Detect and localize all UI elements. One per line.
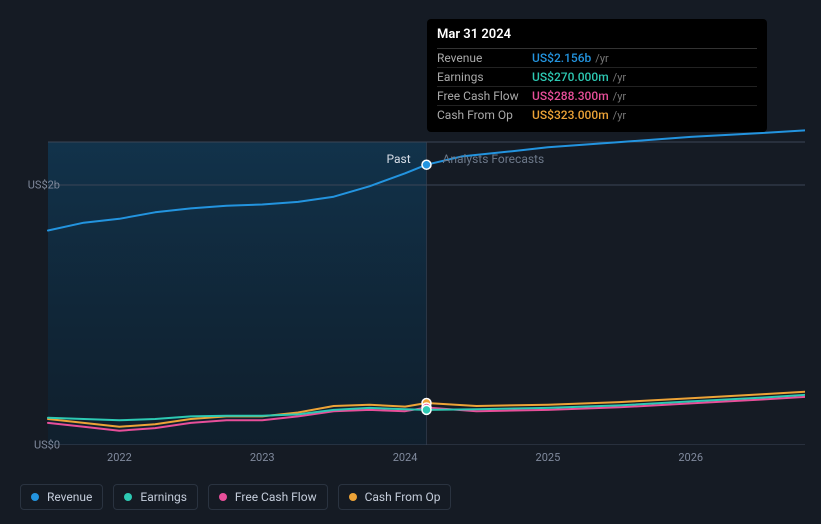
x-axis-label: 2024 xyxy=(393,451,418,464)
tooltip-row-value: US$270.000m xyxy=(532,70,609,84)
tooltip-row-unit: /yr xyxy=(613,109,626,122)
tooltip-row-value: US$323.000m xyxy=(532,108,609,122)
legend-label: Earnings xyxy=(140,490,187,504)
chart-legend: Revenue Earnings Free Cash Flow Cash From O… xyxy=(20,484,451,510)
tooltip-row-label: Earnings xyxy=(437,70,532,84)
legend-dot-icon xyxy=(349,493,357,501)
tooltip-row-value: US$2.156b xyxy=(532,51,591,65)
x-axis-label: 2023 xyxy=(250,451,275,464)
legend-dot-icon xyxy=(219,493,227,501)
chart-svg xyxy=(16,120,805,445)
tooltip-row: EarningsUS$270.000m/yr xyxy=(437,68,757,87)
x-axis-label: 2025 xyxy=(536,451,561,464)
x-axis-label: 2022 xyxy=(107,451,132,464)
tooltip-row-unit: /yr xyxy=(613,90,626,103)
legend-dot-icon xyxy=(124,493,132,501)
legend-item[interactable]: Cash From Op xyxy=(338,484,452,510)
y-axis-label: US$2b xyxy=(28,179,60,192)
legend-item[interactable]: Earnings xyxy=(113,484,198,510)
x-axis-label: 2026 xyxy=(678,451,703,464)
legend-label: Cash From Op xyxy=(365,490,441,504)
tooltip-row-unit: /yr xyxy=(595,52,608,65)
financials-chart[interactable]: Past Analysts Forecasts US$0US$2b2022202… xyxy=(16,120,805,445)
tooltip-row: Cash From OpUS$323.000m/yr xyxy=(437,106,757,124)
legend-item[interactable]: Revenue xyxy=(20,484,103,510)
section-label-past: Past xyxy=(387,152,411,166)
tooltip-rows: RevenueUS$2.156b/yrEarningsUS$270.000m/y… xyxy=(437,49,757,124)
y-axis-label: US$0 xyxy=(34,439,60,452)
section-label-forecast: Analysts Forecasts xyxy=(443,152,545,166)
tooltip-row: Free Cash FlowUS$288.300m/yr xyxy=(437,87,757,106)
chart-tooltip: Mar 31 2024 RevenueUS$2.156b/yrEarningsU… xyxy=(427,19,767,132)
legend-label: Free Cash Flow xyxy=(235,490,317,504)
tooltip-row-label: Free Cash Flow xyxy=(437,89,532,103)
tooltip-row-value: US$288.300m xyxy=(532,89,609,103)
tooltip-row-unit: /yr xyxy=(613,71,626,84)
tooltip-date: Mar 31 2024 xyxy=(437,27,757,49)
tooltip-row-label: Cash From Op xyxy=(437,108,532,122)
legend-label: Revenue xyxy=(47,490,92,504)
tooltip-row: RevenueUS$2.156b/yr xyxy=(437,49,757,68)
legend-item[interactable]: Free Cash Flow xyxy=(208,484,328,510)
tooltip-row-label: Revenue xyxy=(437,51,532,65)
legend-dot-icon xyxy=(31,493,39,501)
